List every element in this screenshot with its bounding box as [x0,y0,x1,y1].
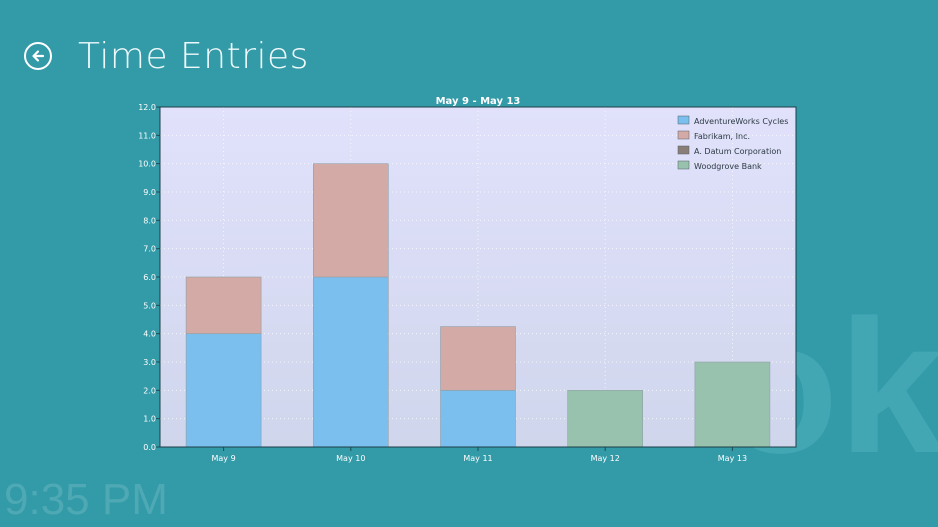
plot-frame [159,106,797,448]
page-title: Time Entries [78,35,309,77]
y-tick-label: 6.0 [143,273,156,282]
back-button[interactable] [24,42,52,70]
y-tick-label: 7.0 [143,245,156,254]
bar-woodgrove-bank-may-13 [694,361,771,448]
y-tick-label: 11.0 [138,131,156,140]
clock-display: 9:35 PM [4,475,168,524]
y-tick-label: 8.0 [143,216,156,225]
chart-title: May 9 - May 13 [436,96,521,107]
y-tick-label: 5.0 [143,301,156,310]
y-tick-label: 4.0 [143,330,156,339]
bar-adventureworks-cycles-may-11 [440,390,516,448]
y-tick-label: 1.0 [143,415,156,424]
bar-fabrikam-inc--may-9 [185,276,262,334]
x-tick-label: May 10 [336,454,365,463]
legend-swatch-a-datum-corporation [677,145,690,155]
bar-woodgrove-bank-may-12 [567,390,644,448]
y-tick-label: 0.0 [143,443,156,452]
legend-label: Woodgrove Bank [694,162,762,171]
legend-swatch-fabrikam-inc- [677,130,690,140]
x-tick-label: May 9 [212,454,236,463]
legend-swatch-woodgrove-bank [677,160,690,170]
bar-fabrikam-inc--may-11 [440,326,516,391]
y-tick-label: 10.0 [138,160,156,169]
legend-label: AdventureWorks Cycles [694,117,788,126]
legend-label: Fabrikam, Inc. [694,132,750,141]
header: Time Entries [24,32,309,80]
x-tick-label: May 12 [591,454,620,463]
y-tick-label: 2.0 [143,386,156,395]
y-tick-label: 3.0 [143,358,156,367]
legend-swatch-adventureworks-cycles [677,115,690,125]
bar-adventureworks-cycles-may-10 [312,276,389,448]
legend-label: A. Datum Corporation [694,147,781,156]
bar-adventureworks-cycles-may-9 [185,333,262,448]
y-tick-label: 9.0 [143,188,156,197]
x-tick-label: May 11 [463,454,492,463]
back-arrow-icon [32,50,45,62]
y-tick-label: 12.0 [138,103,156,112]
x-tick-label: May 13 [718,454,747,463]
bar-fabrikam-inc--may-10 [312,163,389,278]
